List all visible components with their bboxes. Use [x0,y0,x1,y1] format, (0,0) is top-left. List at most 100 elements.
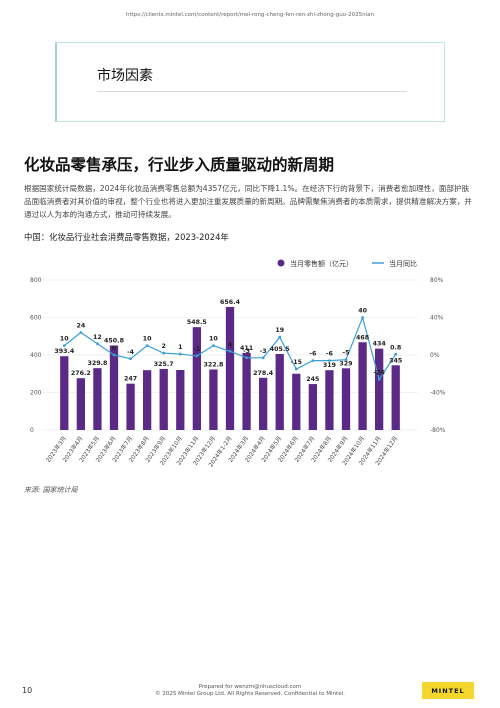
bar [76,378,85,430]
footer-prepared-for: Prepared for wenzm@nhuscloud.com [198,684,302,690]
section-divider [97,91,407,92]
left-axis-tick: 0 [30,427,34,434]
bar [341,368,351,430]
line-value-label: -3 [243,348,250,355]
chart-legend: 当月零售额（亿元） 当月同比 [277,259,417,268]
bar [308,384,317,430]
bar-value-label: 450.8 [104,337,124,344]
bar [93,368,102,430]
line-value-label: 4 [228,341,233,348]
line-point [129,357,132,361]
line-point [328,359,331,363]
left-axis-tick: 200 [30,390,42,397]
line-value-label: 24 [76,323,85,330]
line-point [162,351,166,355]
bar-value-label: 411 [240,345,253,352]
category-labels: 2023年3月2023年4月2023年5月2023年6月2023年7月2023年… [44,435,399,469]
section-title: 市场因素 [97,68,153,84]
line-value-label: -26 [373,369,385,376]
left-axis-tick: 800 [30,277,42,284]
data-labels: 393.4 276.2 329.8 450.8 247 325.7 548.5 322.8 65… [54,299,402,383]
line-value-label: -1 [193,346,200,353]
line-point [261,356,265,360]
line-value-label: 19 [275,327,284,334]
line-series [62,315,398,381]
line-value-label: 2 [162,343,166,350]
line-point [394,352,398,356]
line-value-label: 40 [358,308,367,315]
bar [209,369,218,430]
bar [225,306,235,430]
line-point [311,359,315,363]
line-value-label: 1 [178,344,182,351]
right-axis-tick: 80% [430,277,444,284]
footer-copyright: © 2025 Mintel Group Ltd. All Rights Rese… [155,691,345,697]
bar [275,353,284,430]
line-value-label: -4 [127,349,135,356]
page-number: 10 [22,686,33,695]
bar-value-label: 434 [373,341,387,348]
bar-value-label: 468 [356,334,369,341]
right-axis-tick: 0% [430,352,440,359]
line-value-label: 0 [112,345,117,352]
line-value-label: 10 [209,336,218,343]
legend-bar-label: 当月零售额（亿元） [290,259,353,268]
right-axis-tick: -80% [430,427,446,434]
line-point [212,344,215,348]
bar [391,365,400,430]
line-point [361,316,364,319]
line-value-label: -3 [260,348,267,355]
bar-value-label: 245 [306,376,319,383]
line-point [344,358,348,362]
bar-value-label: 278.4 [253,370,274,377]
bar [358,342,367,430]
bar [143,370,152,430]
section-header-box: 市场因素 [55,42,445,122]
left-axis-tick: 400 [30,352,42,359]
bar-value-label: 548.5 [187,319,207,326]
bar [60,356,69,430]
bar-value-label: 319 [323,362,336,369]
line-point [145,344,149,348]
bar-value-label: 247 [124,376,137,383]
bar-value-label: 405.5 [270,346,290,353]
bar [242,352,251,430]
page-url: https://clients.mintel.com/content/repor… [125,12,375,18]
bar [375,348,384,430]
bar [159,368,168,430]
line-value-label: 10 [60,336,69,343]
line-point [377,377,381,381]
bar [192,327,201,430]
bar [259,377,268,430]
bar-value-label: 393.4 [54,348,75,355]
bar [176,370,185,430]
bar-value-label: 329.8 [87,360,107,367]
line-point [112,353,116,357]
legend-bar-swatch [277,259,285,267]
line-point [294,367,298,371]
bar-value-label: 325.7 [154,361,174,368]
line-value-label: 12 [93,334,102,341]
line-value-label: -6 [326,351,334,358]
left-axis-tick: 600 [30,315,42,322]
bar-value-label: 329 [339,360,352,367]
bar-value-label: 322.8 [203,361,223,368]
line-point [278,335,282,339]
source-note: 来源: 国家统计局 [24,486,78,494]
body-paragraph: 根据国家统计局数据，2024年化妆品消费零售总额为4357亿元，同比下降1.1%… [24,184,473,220]
bar-value-label: 656.4 [220,299,241,306]
line-value-label: -15 [291,359,302,366]
bar-value-label: 345 [389,357,402,364]
line-point [62,344,66,348]
bar [109,345,119,430]
headline: 化妆品零售承压，行业步入质量驱动的新周期 [24,156,335,174]
mintel-logo: MINTEL [422,682,474,699]
line-value-label: 10 [143,336,152,343]
bar [126,383,135,430]
line-point [228,349,232,353]
line-point [178,352,182,356]
bar-series [60,306,400,430]
right-axis-tick: -40% [430,390,446,397]
